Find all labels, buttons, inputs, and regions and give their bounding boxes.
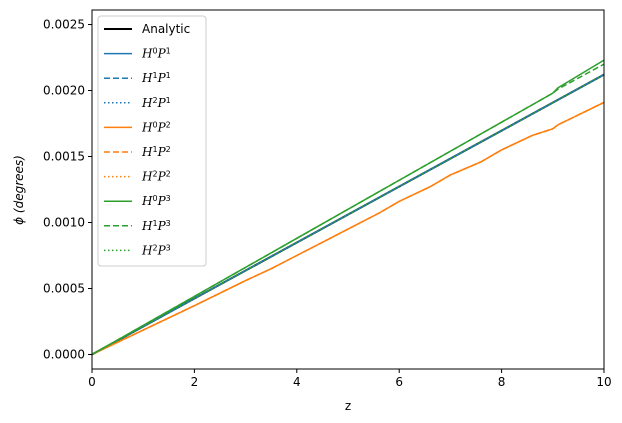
- legend-label: H0P1: [141, 46, 171, 61]
- legend-label: H0P2: [141, 120, 171, 135]
- legend-label: H1P2: [141, 145, 171, 160]
- legend: Analytic H0P1 H1P1 H2P1 H0P2 H1P2 H2P2 H0P3 H1P3…: [97, 15, 207, 267]
- y-axis-label: ϕ (degrees): [12, 155, 26, 225]
- x-tick-label: 2: [191, 375, 199, 389]
- y-tick-label: 0.0015: [43, 150, 85, 164]
- legend-label: Analytic: [142, 22, 190, 36]
- y-tick-label: 0.0020: [43, 84, 85, 98]
- y-tick-label: 0.0000: [43, 347, 85, 361]
- legend-label: H2P3: [141, 243, 171, 258]
- x-axis-label: z: [345, 399, 351, 413]
- plot-frame: [91, 9, 605, 370]
- y-tick-label: 0.0005: [43, 281, 85, 295]
- legend-label: H1P3: [141, 218, 171, 233]
- legend-label: H0P3: [141, 194, 171, 209]
- series-line-h2p3: [92, 74, 604, 356]
- x-tick-label: 6: [395, 375, 403, 389]
- x-tick-label: 0: [88, 375, 96, 389]
- series-line-h1p2: [92, 101, 604, 356]
- y-tick-label: 0.0025: [43, 18, 85, 32]
- series-line-h1p1: [92, 74, 604, 356]
- series-line-h1p3: [92, 63, 604, 356]
- y-axis: 0.0000 0.0005 0.0010 0.0015 0.0020 0.0025: [43, 18, 92, 361]
- x-tick-label: 10: [596, 375, 611, 389]
- legend-label: H2P1: [141, 95, 171, 110]
- series-layer: [92, 59, 604, 356]
- legend-label: H1P1: [141, 71, 171, 86]
- x-tick-label: 8: [498, 375, 506, 389]
- series-line-h2p2: [92, 101, 604, 356]
- y-tick-label: 0.0010: [43, 215, 85, 229]
- x-axis: 0 2 4 6 8 10: [88, 369, 612, 389]
- x-tick-label: 4: [293, 375, 301, 389]
- legend-label: H2P2: [141, 169, 171, 184]
